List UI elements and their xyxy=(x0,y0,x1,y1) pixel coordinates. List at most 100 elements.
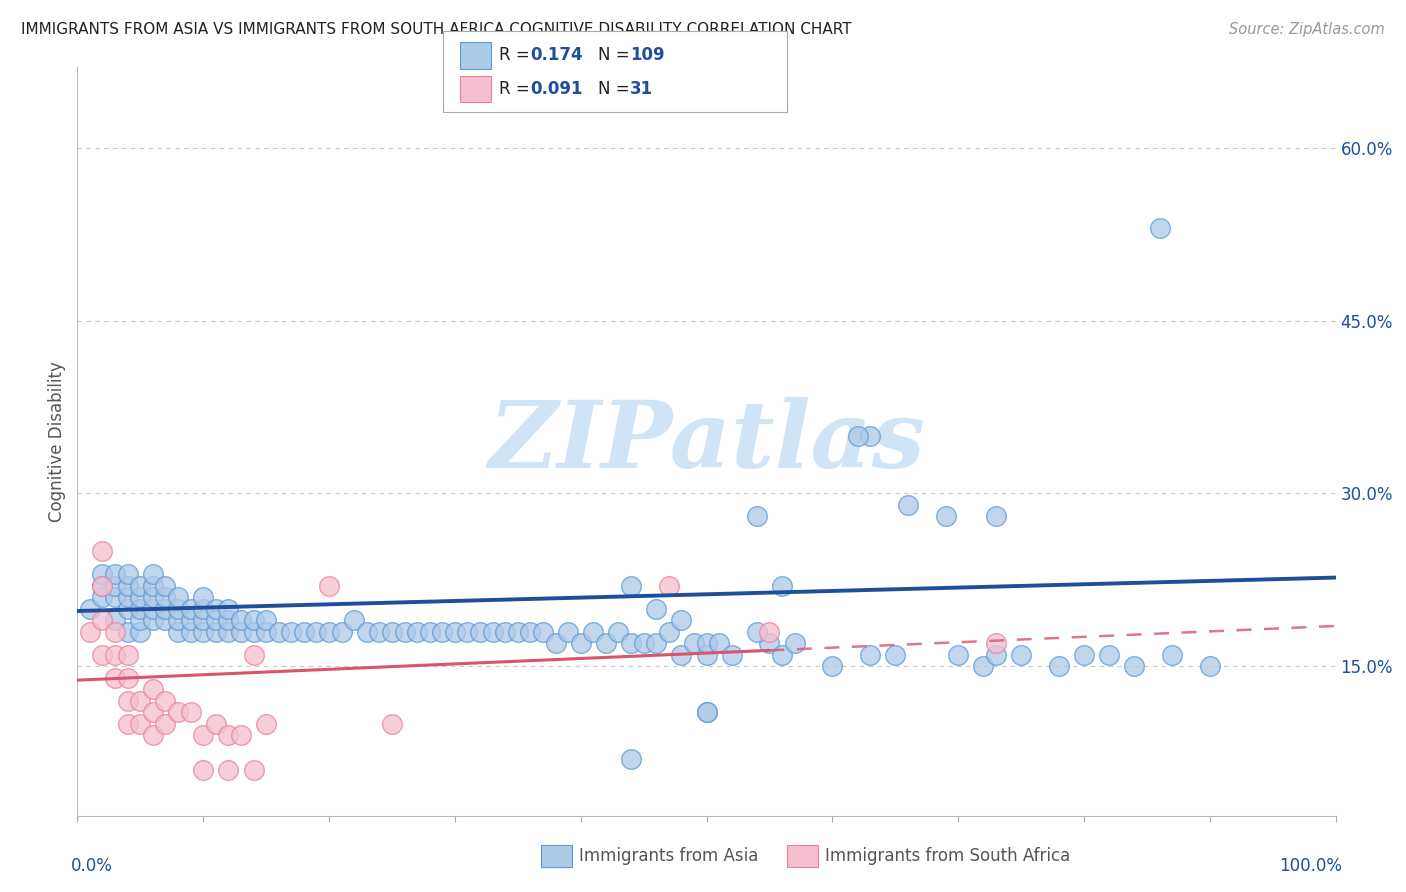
Point xyxy=(155,613,177,627)
Point xyxy=(720,648,742,662)
Point xyxy=(419,624,441,639)
Point xyxy=(104,567,127,582)
Point xyxy=(343,613,366,627)
Text: Immigrants from Asia: Immigrants from Asia xyxy=(579,847,759,865)
Point xyxy=(859,648,882,662)
Point xyxy=(117,717,139,731)
Point xyxy=(506,624,529,639)
Point xyxy=(696,706,718,720)
Point xyxy=(1161,648,1184,662)
Text: 100.0%: 100.0% xyxy=(1279,857,1341,875)
Point xyxy=(91,579,114,593)
Text: R =: R = xyxy=(499,80,536,98)
Point xyxy=(519,624,541,639)
Point xyxy=(204,601,226,615)
Point xyxy=(104,613,127,627)
Point xyxy=(91,544,114,558)
Point xyxy=(444,624,467,639)
Point xyxy=(696,648,718,662)
Point xyxy=(468,624,491,639)
Text: Source: ZipAtlas.com: Source: ZipAtlas.com xyxy=(1229,22,1385,37)
Point xyxy=(935,509,957,524)
Point xyxy=(671,613,693,627)
Point xyxy=(117,648,139,662)
Point xyxy=(783,636,806,650)
Point xyxy=(117,567,139,582)
Point xyxy=(129,590,152,604)
Point xyxy=(155,590,177,604)
Point xyxy=(191,590,215,604)
Point xyxy=(330,624,353,639)
Point xyxy=(984,636,1007,650)
Text: 0.091: 0.091 xyxy=(530,80,582,98)
Point xyxy=(191,729,215,743)
Point xyxy=(1073,648,1095,662)
Point xyxy=(229,729,252,743)
Point xyxy=(658,579,681,593)
Point xyxy=(758,636,780,650)
Point xyxy=(79,601,101,615)
Point xyxy=(180,601,202,615)
Point xyxy=(167,590,190,604)
Point xyxy=(1123,659,1146,673)
Point xyxy=(117,671,139,685)
Point xyxy=(117,601,139,615)
Point xyxy=(167,624,190,639)
Point xyxy=(104,624,127,639)
Point xyxy=(1198,659,1220,673)
Point xyxy=(191,763,215,777)
Point xyxy=(217,729,239,743)
Point xyxy=(217,624,239,639)
Point xyxy=(104,671,127,685)
Point xyxy=(204,613,226,627)
Point xyxy=(129,694,152,708)
Point xyxy=(91,567,114,582)
Point xyxy=(229,624,252,639)
Text: N =: N = xyxy=(598,80,634,98)
Point xyxy=(620,751,643,765)
Point xyxy=(544,636,567,650)
Point xyxy=(658,624,681,639)
Point xyxy=(242,624,264,639)
Point xyxy=(180,613,202,627)
Text: ZIPatlas: ZIPatlas xyxy=(488,397,925,486)
Point xyxy=(117,579,139,593)
Point xyxy=(142,729,165,743)
Point xyxy=(217,601,239,615)
Point xyxy=(696,636,718,650)
Point xyxy=(1010,648,1032,662)
Point xyxy=(79,624,101,639)
Point xyxy=(671,648,693,662)
Point xyxy=(758,624,780,639)
Point xyxy=(129,579,152,593)
Point xyxy=(104,648,127,662)
Point xyxy=(254,613,277,627)
Point xyxy=(745,509,768,524)
Point xyxy=(1149,221,1171,235)
Point xyxy=(607,624,630,639)
Point xyxy=(155,694,177,708)
Point xyxy=(897,498,920,512)
Point xyxy=(494,624,516,639)
Point xyxy=(180,706,202,720)
Text: 0.0%: 0.0% xyxy=(72,857,112,875)
Point xyxy=(633,636,655,650)
Point xyxy=(117,590,139,604)
Point xyxy=(167,601,190,615)
Point xyxy=(984,509,1007,524)
Point xyxy=(142,682,165,697)
Point xyxy=(707,636,730,650)
Text: 109: 109 xyxy=(630,46,665,64)
Point xyxy=(595,636,617,650)
Point xyxy=(770,648,793,662)
Point xyxy=(859,429,882,443)
Point xyxy=(129,624,152,639)
Point xyxy=(1098,648,1121,662)
Text: R =: R = xyxy=(499,46,536,64)
Text: N =: N = xyxy=(598,46,634,64)
Point xyxy=(884,648,907,662)
Point xyxy=(481,624,503,639)
Point xyxy=(142,590,165,604)
Point xyxy=(117,694,139,708)
Point xyxy=(368,624,391,639)
